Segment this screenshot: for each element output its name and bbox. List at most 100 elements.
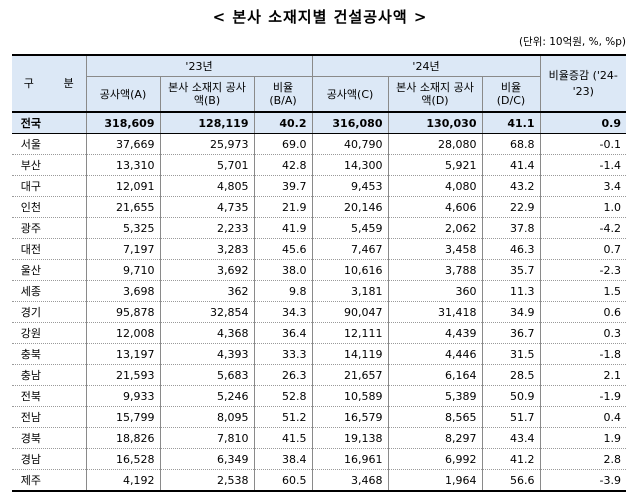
cell-a: 7,197	[85, 238, 161, 260]
cell-chg: 0.4	[539, 406, 626, 428]
cell-a: 21,655	[85, 196, 161, 218]
header-2024: '24년	[311, 54, 541, 77]
cell-dc: 36.7	[481, 322, 541, 344]
cell-d: 3,788	[387, 259, 483, 281]
region-cell: 부산	[12, 154, 87, 176]
cell-ba: 42.8	[253, 154, 313, 176]
region-cell: 세종	[12, 280, 87, 302]
table-row: 인천 21,655 4,735 21.9 20,146 4,606 22.9 1.0	[12, 196, 626, 218]
cell-dc: 37.8	[481, 217, 541, 239]
cell-b: 3,283	[159, 238, 255, 260]
table-row: 전남 15,799 8,095 51.2 16,579 8,565 51.7 0.4	[12, 406, 626, 428]
header-dc: 비율 (D/C)	[481, 76, 541, 113]
cell-chg: -1.9	[539, 385, 626, 407]
cell-b: 4,393	[159, 343, 255, 365]
cell-d: 2,062	[387, 217, 483, 239]
cell-a: 18,826	[85, 427, 161, 449]
cell-ba: 41.9	[253, 217, 313, 239]
cell-c: 16,579	[311, 406, 389, 428]
cell-a: 13,197	[85, 343, 161, 365]
cell-chg: -0.1	[539, 133, 626, 155]
cell-d: 5,389	[387, 385, 483, 407]
cell-chg: 2.8	[539, 448, 626, 470]
cell-a: 12,008	[85, 322, 161, 344]
region-cell: 제주	[12, 469, 87, 492]
cell-b: 2,538	[159, 469, 255, 492]
cell-dc: 56.6	[481, 469, 541, 492]
cell-b: 4,735	[159, 196, 255, 218]
cell-ba: 34.3	[253, 301, 313, 323]
cell-a: 318,609	[85, 112, 161, 134]
cell-d: 4,439	[387, 322, 483, 344]
cell-b: 7,810	[159, 427, 255, 449]
cell-chg: 0.6	[539, 301, 626, 323]
cell-d: 6,164	[387, 364, 483, 386]
table-row: 강원 12,008 4,368 36.4 12,111 4,439 36.7 0.3	[12, 322, 626, 344]
cell-a: 3,698	[85, 280, 161, 302]
table-row: 울산 9,710 3,692 38.0 10,616 3,788 35.7 -2.3	[12, 259, 626, 281]
cell-dc: 31.5	[481, 343, 541, 365]
cell-ba: 39.7	[253, 175, 313, 197]
cell-b: 2,233	[159, 217, 255, 239]
cell-c: 3,468	[311, 469, 389, 492]
cell-ba: 26.3	[253, 364, 313, 386]
header-d: 본사 소재지 공사액(D)	[387, 76, 483, 113]
cell-c: 12,111	[311, 322, 389, 344]
table-row: 충남 21,593 5,683 26.3 21,657 6,164 28.5 2.1	[12, 364, 626, 386]
cell-c: 20,146	[311, 196, 389, 218]
cell-c: 10,616	[311, 259, 389, 281]
cell-c: 10,589	[311, 385, 389, 407]
region-cell: 인천	[12, 196, 87, 218]
region-cell: 전북	[12, 385, 87, 407]
cell-d: 4,606	[387, 196, 483, 218]
cell-ba: 51.2	[253, 406, 313, 428]
cell-dc: 35.7	[481, 259, 541, 281]
cell-d: 28,080	[387, 133, 483, 155]
cell-c: 7,467	[311, 238, 389, 260]
cell-a: 5,325	[85, 217, 161, 239]
cell-ba: 45.6	[253, 238, 313, 260]
region-cell: 충남	[12, 364, 87, 386]
cell-d: 31,418	[387, 301, 483, 323]
cell-a: 21,593	[85, 364, 161, 386]
region-cell: 경기	[12, 301, 87, 323]
cell-c: 316,080	[311, 112, 389, 134]
unit-note: (단위: 10억원, %, %p)	[518, 36, 626, 48]
cell-c: 21,657	[311, 364, 389, 386]
region-cell: 전남	[12, 406, 87, 428]
region-cell: 경북	[12, 427, 87, 449]
cell-ba: 52.8	[253, 385, 313, 407]
cell-d: 3,458	[387, 238, 483, 260]
header-change: 비율증감 ('24-'23)	[539, 54, 626, 113]
cell-ba: 36.4	[253, 322, 313, 344]
cell-a: 15,799	[85, 406, 161, 428]
construction-table: 구 분 '23년 '24년 비율증감 ('24-'23) 공사액(A) 본사 소…	[12, 54, 626, 492]
cell-b: 3,692	[159, 259, 255, 281]
table-row: 제주 4,192 2,538 60.5 3,468 1,964 56.6 -3.9	[12, 469, 626, 492]
cell-c: 3,181	[311, 280, 389, 302]
table-row: 대전 7,197 3,283 45.6 7,467 3,458 46.3 0.7	[12, 238, 626, 260]
cell-a: 12,091	[85, 175, 161, 197]
cell-chg: 2.1	[539, 364, 626, 386]
cell-d: 360	[387, 280, 483, 302]
cell-ba: 60.5	[253, 469, 313, 492]
header-gubun: 구 분	[12, 54, 87, 113]
cell-d: 130,030	[387, 112, 483, 134]
cell-d: 8,565	[387, 406, 483, 428]
cell-dc: 51.7	[481, 406, 541, 428]
cell-d: 6,992	[387, 448, 483, 470]
cell-c: 14,300	[311, 154, 389, 176]
cell-dc: 43.4	[481, 427, 541, 449]
cell-chg: 0.9	[539, 112, 626, 134]
table-row: 경기 95,878 32,854 34.3 90,047 31,418 34.9 0.6	[12, 301, 626, 323]
cell-dc: 68.8	[481, 133, 541, 155]
cell-b: 25,973	[159, 133, 255, 155]
table-row: 경북 18,826 7,810 41.5 19,138 8,297 43.4 1.9	[12, 427, 626, 449]
cell-ba: 41.5	[253, 427, 313, 449]
cell-dc: 11.3	[481, 280, 541, 302]
cell-d: 1,964	[387, 469, 483, 492]
cell-ba: 33.3	[253, 343, 313, 365]
cell-c: 16,961	[311, 448, 389, 470]
header-2023: '23년	[85, 54, 313, 77]
cell-a: 9,710	[85, 259, 161, 281]
